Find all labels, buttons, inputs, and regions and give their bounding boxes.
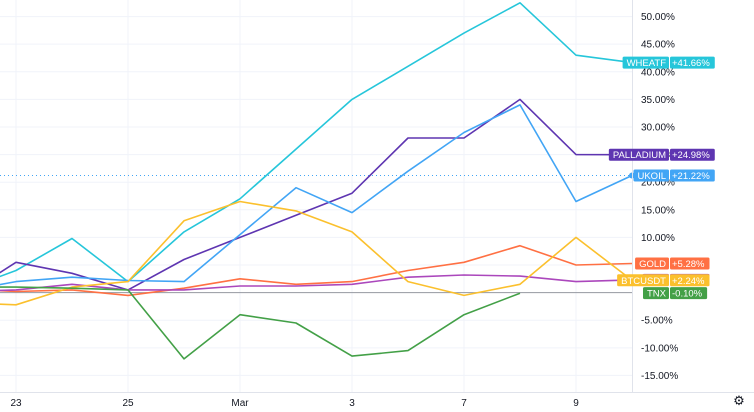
series-name-gold: GOLD <box>639 259 666 270</box>
x-tick-label: 23 <box>10 398 22 409</box>
series-name-badge-wheatf <box>622 56 669 69</box>
series-layer <box>0 1 635 360</box>
series-value-badge-ukoil <box>670 169 715 182</box>
series-name-btcusdt: BTCUSDT <box>621 276 666 287</box>
series-name-badge-ukoil <box>633 169 669 182</box>
x-tick-label: Mar <box>231 398 249 409</box>
y-tick-label: 35.00% <box>641 95 675 106</box>
series-line-wheatf <box>0 1 633 283</box>
series-value-wheatf: +41.66% <box>672 58 710 69</box>
y-tick-label: 20.00% <box>641 178 675 189</box>
y-tick-label: -15.00% <box>641 371 678 382</box>
series-value-palladium: +24.98% <box>672 150 710 161</box>
series-value-gold: +5.28% <box>672 259 705 270</box>
series-value-btcusdt: +2.24% <box>672 276 705 287</box>
y-tick-label: 45.00% <box>641 40 675 51</box>
x-tick-label: 25 <box>122 398 134 409</box>
series-name-tnx: TNX <box>647 289 667 300</box>
y-tick-label: 15.00% <box>641 205 675 216</box>
x-tick-label: 7 <box>461 398 467 409</box>
series-line-palladium <box>0 98 633 291</box>
gear-icon[interactable]: ⚙ <box>733 393 745 408</box>
series-name-ukoil: UKOIL <box>637 171 666 182</box>
x-tick-label: 9 <box>573 398 579 409</box>
series-line-ukoil <box>0 104 633 286</box>
series-name-badge-btcusdt <box>617 274 669 287</box>
y-tick-label: -10.00% <box>641 343 678 354</box>
series-name-badge-tnx <box>643 287 669 300</box>
series-name-badge-palladium <box>608 148 669 161</box>
series-value-badge-btcusdt <box>670 274 710 287</box>
y-tick-label: 40.00% <box>641 67 675 78</box>
y-tick-label: -5.00% <box>641 316 673 327</box>
series-line-btcusdt <box>0 200 633 306</box>
series-badges: WHEATF +41.66% PALLADIUM +24.98% UKOIL +21.22… <box>608 56 715 300</box>
series-name-palladium: PALLADIUM <box>613 150 666 161</box>
series-line-gold <box>0 244 633 297</box>
series-value-badge-tnx <box>670 287 708 300</box>
series-value-badge-palladium <box>670 148 715 161</box>
y-tick-label: 30.00% <box>641 122 675 133</box>
series-value-badge-gold <box>670 257 710 270</box>
series-line-tnx <box>0 286 521 360</box>
series-value-badge-wheatf <box>670 56 715 69</box>
grid-layer <box>0 0 632 392</box>
series-name-badge-gold <box>635 257 669 270</box>
y-tick-label: 10.00% <box>641 233 675 244</box>
series-value-ukoil: +21.22% <box>672 171 710 182</box>
series-value-tnx: -0.10% <box>672 289 703 300</box>
series-name-wheatf: WHEATF <box>627 58 667 69</box>
y-tick-label: 50.00% <box>641 12 675 23</box>
x-tick-label: 3 <box>349 398 355 409</box>
series-line-dxy <box>0 274 633 292</box>
